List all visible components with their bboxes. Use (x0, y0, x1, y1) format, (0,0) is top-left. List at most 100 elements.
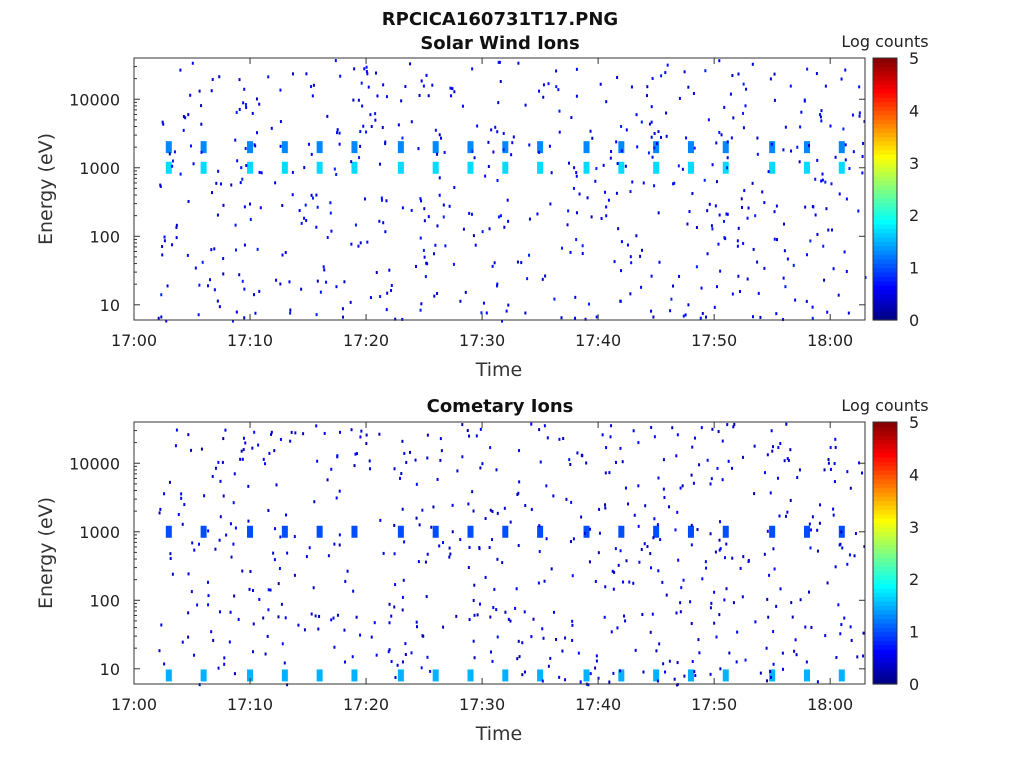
heatmap-cell (496, 557, 499, 561)
heatmap-cell (763, 201, 766, 205)
heatmap-cell (672, 182, 675, 186)
heatmap-cell (497, 60, 500, 64)
heatmap-cell (243, 316, 246, 320)
heatmap-cell (649, 630, 652, 634)
heatmap-cell (617, 227, 620, 231)
heatmap-cell (472, 639, 475, 643)
heatmap-cell (567, 209, 570, 213)
heatmap-cell (471, 67, 474, 71)
heatmap-cell (731, 292, 734, 296)
heatmap-cell (247, 484, 250, 488)
plot-area-background (134, 422, 865, 684)
heatmap-cell (716, 285, 719, 289)
heatmap-cell (241, 279, 244, 283)
heatmap-cell (470, 212, 473, 216)
heatmap-cell (467, 566, 470, 570)
colorbar-segment (873, 154, 897, 160)
heatmap-cell (820, 109, 823, 113)
heatmap-cell (238, 78, 241, 82)
heatmap-cell (594, 179, 597, 183)
heatmap-cell (789, 448, 792, 452)
colorbar-segment (873, 315, 897, 321)
heatmap-cell (351, 525, 358, 538)
heatmap-cell (537, 581, 540, 585)
heatmap-cell (350, 160, 353, 164)
heatmap-cell (281, 669, 288, 682)
heatmap-cell (571, 623, 574, 627)
heatmap-cell (687, 303, 690, 307)
heatmap-cell (736, 244, 739, 248)
heatmap-cell (302, 432, 305, 436)
heatmap-cell (367, 85, 370, 89)
heatmap-cell (823, 468, 826, 472)
heatmap-cell (245, 106, 248, 110)
heatmap-cell (675, 611, 678, 615)
heatmap-cell (710, 477, 713, 481)
heatmap-cell (338, 533, 341, 537)
heatmap-cell (303, 216, 306, 220)
heatmap-cell (157, 316, 160, 320)
heatmap-cell (218, 305, 221, 309)
heatmap-cell (652, 315, 655, 319)
heatmap-cell (200, 447, 203, 451)
colorbar-segment (873, 649, 897, 655)
x-tick-label: 17:30 (459, 695, 505, 714)
heatmap-cell (781, 667, 784, 671)
heatmap-cell (538, 428, 541, 432)
y-tick-label: 100 (89, 591, 120, 610)
heatmap-cell (289, 311, 292, 315)
heatmap-cell (552, 494, 555, 498)
heatmap-cell (726, 140, 729, 144)
heatmap-cell (165, 161, 172, 174)
heatmap-cell (438, 544, 441, 548)
heatmap-cell (763, 266, 766, 270)
heatmap-cell (731, 74, 734, 78)
heatmap-cell (197, 542, 200, 546)
heatmap-cell (838, 161, 845, 174)
heatmap-cell (158, 649, 161, 653)
heatmap-cell (451, 87, 454, 91)
heatmap-cell (746, 216, 749, 220)
heatmap-cell (766, 597, 769, 601)
heatmap-cell (453, 185, 456, 189)
heatmap-cell (474, 243, 477, 247)
heatmap-cell (567, 161, 570, 165)
heatmap-cell (402, 578, 405, 582)
heatmap-cell (420, 79, 423, 83)
heatmap-cell (747, 206, 750, 210)
heatmap-cell (726, 156, 729, 160)
heatmap-cell (714, 550, 717, 554)
heatmap-cell (769, 669, 772, 673)
colorbar-segment (873, 518, 897, 524)
heatmap-cell (697, 638, 700, 642)
heatmap-cell (679, 486, 682, 490)
colorbar-segment (873, 140, 897, 146)
heatmap-cell (704, 560, 707, 564)
heatmap-cell (576, 451, 579, 455)
heatmap-cell (547, 82, 550, 86)
heatmap-cell (628, 580, 631, 584)
heatmap-cell (561, 649, 564, 653)
heatmap-cell (515, 587, 518, 591)
heatmap-cell (858, 85, 861, 89)
colorbar-segment (873, 193, 897, 199)
plot-area-background (134, 58, 865, 320)
heatmap-cell (365, 442, 368, 446)
x-tick-label: 17:10 (227, 695, 273, 714)
colorbar-segment (873, 79, 897, 85)
heatmap-cell (733, 422, 736, 426)
heatmap-cell (329, 201, 332, 205)
heatmap-cell (816, 158, 819, 162)
heatmap-cell (706, 252, 709, 256)
heatmap-cell (286, 683, 289, 687)
heatmap-cell (365, 130, 368, 134)
heatmap-cell (436, 224, 439, 228)
heatmap-cell (242, 448, 245, 452)
heatmap-cell (557, 88, 560, 92)
heatmap-cell (651, 612, 654, 616)
heatmap-cell (248, 202, 251, 206)
heatmap-cell (472, 598, 475, 602)
colorbar-segment (873, 670, 897, 676)
heatmap-cell (180, 492, 183, 496)
heatmap-cell (782, 222, 785, 226)
